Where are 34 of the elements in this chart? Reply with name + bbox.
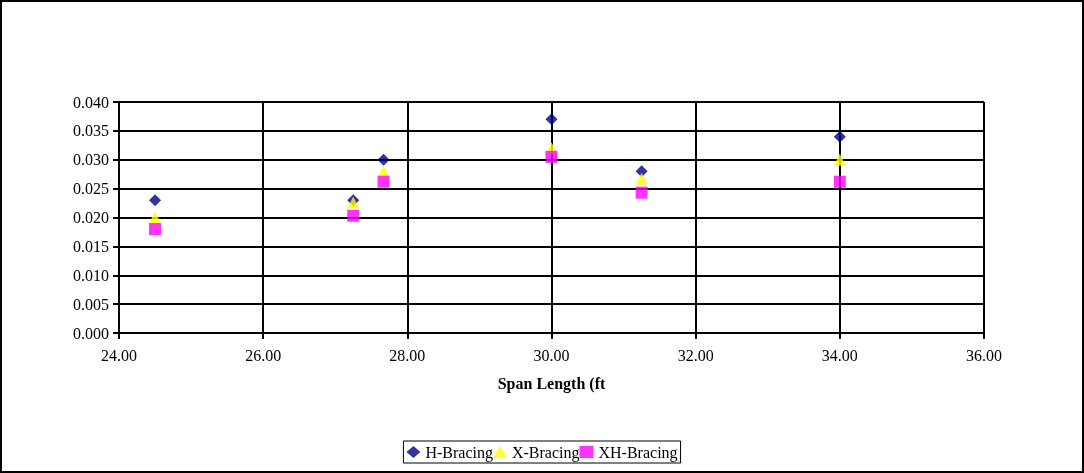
x-tick-label: 34.00: [821, 346, 858, 364]
x-tick-label: 28.00: [389, 346, 426, 364]
x-tick-label: 24.00: [101, 346, 137, 364]
point: [833, 175, 846, 188]
point: [635, 172, 648, 185]
legend-label: XH-Bracing: [598, 443, 678, 462]
point: [149, 194, 162, 207]
y-tick-label: 0.000: [73, 324, 109, 342]
y-tick-label: 0.005: [73, 295, 109, 313]
point: [347, 209, 360, 222]
point: [545, 113, 558, 126]
x-tick-label: 32.00: [677, 346, 714, 364]
y-tick-label: 0.030: [73, 151, 109, 169]
x-tick-label: 30.00: [533, 346, 570, 364]
y-tick-label: 0.040: [73, 93, 109, 111]
point: [635, 165, 648, 178]
point: [149, 211, 162, 224]
point: [377, 153, 390, 166]
point: [833, 130, 846, 143]
point: [545, 150, 558, 163]
x-tick-label: 26.00: [245, 346, 282, 364]
point: [833, 153, 846, 166]
y-tick-label: 0.010: [73, 266, 109, 284]
point: [149, 223, 162, 236]
legend-label: X-Bracing: [511, 443, 580, 462]
point: [377, 175, 390, 188]
y-tick-label: 0.035: [73, 122, 109, 140]
y-tick-label: 0.015: [73, 237, 109, 255]
legend-label: H-Bracing: [425, 443, 493, 462]
x-tick-label: 36.00: [966, 346, 1002, 364]
y-tick-label: 0.025: [73, 180, 109, 198]
y-tick-label: 0.020: [73, 209, 109, 226]
x-axis-title: Span Length (ft: [497, 374, 606, 393]
point: [635, 186, 648, 199]
